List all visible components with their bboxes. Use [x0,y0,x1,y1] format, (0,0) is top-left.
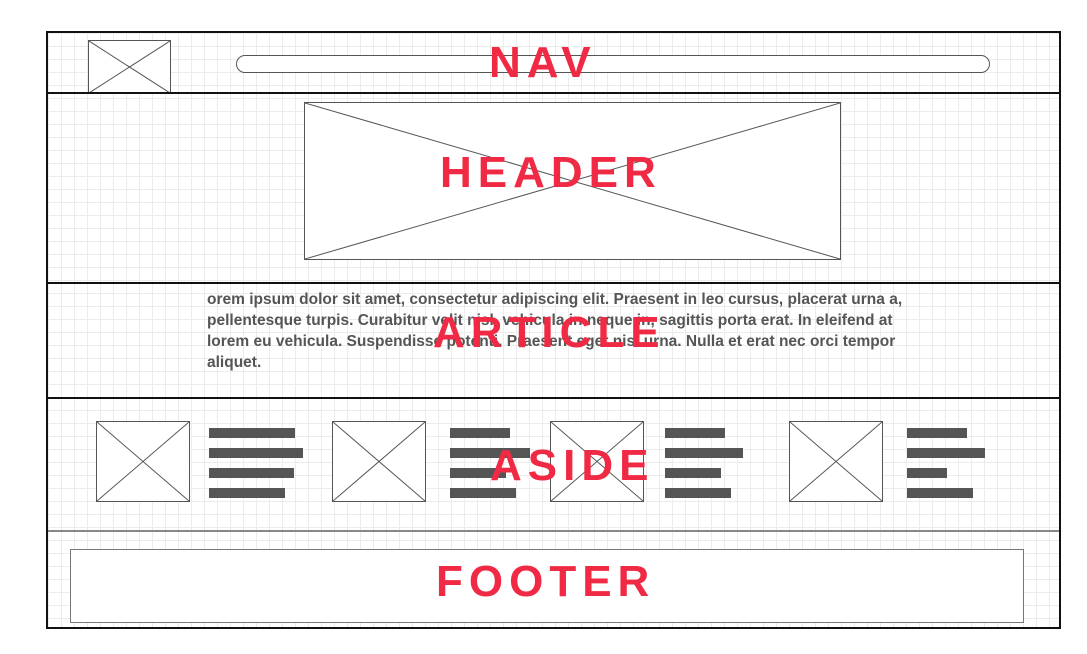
image-placeholder-icon [551,422,643,501]
aside-text-line [907,428,967,438]
aside-text-line [450,448,530,458]
wireframe-page: NAV HEADER orem ipsum dolor sit amet, co… [46,31,1061,629]
aside-text-line [907,448,985,458]
aside-text-line [209,468,294,478]
aside-text-line [665,428,725,438]
article-label: ARTICLE [433,308,666,357]
aside-card-image [96,421,190,502]
aside-text-line [209,448,303,458]
image-placeholder-icon [305,103,840,259]
image-placeholder-icon [333,422,425,501]
aside-text-line [907,488,973,498]
image-placeholder-icon [97,422,189,501]
header-divider [48,282,1059,284]
aside-text-line [907,468,947,478]
aside-label: ASIDE [490,441,655,490]
nav-search-bar[interactable] [236,55,990,73]
aside-text-line [450,488,516,498]
nav-label: NAV [489,38,597,87]
nav-divider [48,92,1059,94]
article-divider [48,397,1059,399]
footer-box [70,549,1024,623]
aside-card-image [789,421,883,502]
image-placeholder-icon [790,422,882,501]
aside-text-line [665,488,731,498]
header-label: HEADER [440,148,662,197]
aside-text-line [665,448,743,458]
aside-text-line [665,468,721,478]
aside-text-line [450,428,510,438]
logo-placeholder[interactable] [88,40,171,94]
aside-text-line [209,488,285,498]
aside-text-line [450,468,506,478]
article-text: orem ipsum dolor sit amet, consectetur a… [207,291,903,371]
footer-label: FOOTER [436,557,656,606]
aside-text-line [209,428,295,438]
image-placeholder-icon [89,41,170,93]
aside-divider [48,530,1059,532]
header-image-placeholder [304,102,841,260]
aside-card-image [332,421,426,502]
aside-card-image [550,421,644,502]
